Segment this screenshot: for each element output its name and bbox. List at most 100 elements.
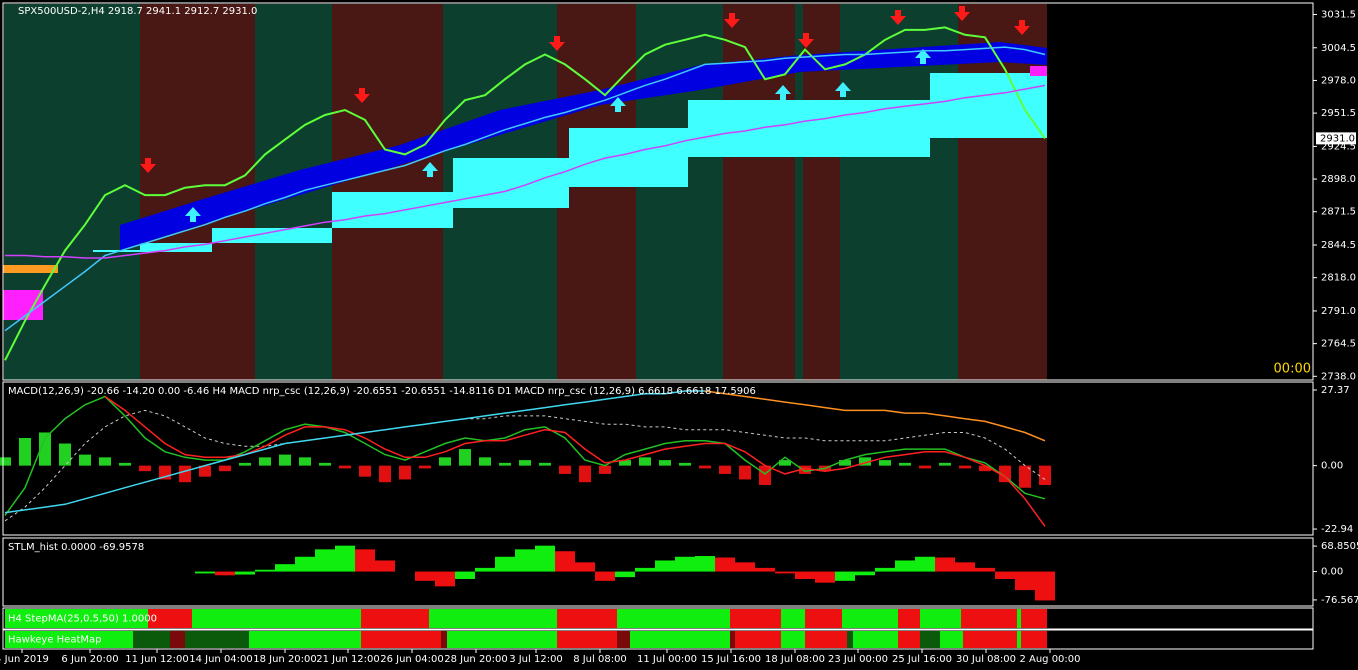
bar [619,460,631,466]
heat-cell [853,631,898,648]
bar [559,465,571,474]
bar [495,556,515,572]
heat-cell [847,631,853,648]
zone [636,4,723,380]
pane-frame [2,629,1314,650]
bar [435,571,455,587]
bar [655,560,675,572]
bar [59,443,71,466]
pane-frame [2,607,1314,630]
heat-cell [133,631,170,648]
bar [615,571,635,578]
y-tick-label: 3004.5 [1321,43,1356,54]
bar [255,569,275,572]
bar [0,457,11,466]
bar [759,465,771,485]
up-arrow [422,162,438,177]
bar [735,562,755,572]
heat-cell [192,609,361,628]
bar [415,571,435,581]
bar [679,462,691,466]
bar [99,457,111,466]
level-box [3,290,43,320]
bar [595,571,615,581]
bar [855,571,875,576]
bar [955,562,975,572]
y-tick-label: -76.5678 [1321,595,1358,606]
bar [139,465,151,472]
bar [895,560,915,572]
bar [119,462,131,466]
x-tick-label: 6 Jun 20:00 [61,654,118,665]
bar [659,460,671,466]
heat-cell [249,631,361,648]
y-tick-label: 2791.0 [1321,306,1356,317]
y-tick-label: -22.94 [1321,524,1353,535]
x-tick-label: 30 Jul 08:00 [956,654,1016,665]
bar [419,465,431,469]
bar [339,465,351,469]
x-tick-label: 11 Jun 12:00 [125,654,189,665]
bar [835,571,855,581]
heat-cell [730,631,735,648]
y-tick-label: 2924.5 [1321,141,1356,152]
y-tick-label: 27.37 [1321,385,1350,396]
down-arrow [890,10,906,25]
bar [775,571,795,574]
heat-cell [617,631,630,648]
bar [699,465,711,469]
bar [919,465,931,469]
up-arrow [775,85,791,100]
bar [879,460,891,466]
x-tick-label: 8 Jul 08:00 [573,654,627,665]
bar [299,457,311,466]
bar [979,465,991,472]
x-tick-label: 21 Jun 12:00 [316,654,380,665]
heat-cell [441,631,447,648]
bar [359,465,371,477]
bar [235,571,255,575]
down-arrow [140,158,156,173]
bar [975,567,995,572]
bar [599,465,611,474]
macd-title: MACD(12,26,9) -20.66 -14.20 0.00 -6.46 H… [8,386,756,397]
bar [279,454,291,466]
bar [39,432,51,466]
heat-cell [735,631,781,648]
y-tick-label: 0.00 [1321,567,1343,578]
heat-cell [730,609,781,628]
bar [335,545,355,572]
heat-cell [429,609,557,628]
bar [915,556,935,572]
bar [1035,571,1055,601]
bar [675,556,695,572]
bar [215,571,235,576]
y-tick-label: 68.8505 [1321,541,1358,552]
heat-cell [5,631,133,648]
heat-cell [961,609,1017,628]
heat-cell [963,631,1017,648]
bar [179,465,191,483]
row-label: H4 StepMA(25,0.5,50) 1.0000 [8,614,157,625]
up-arrow [915,49,931,64]
up-arrow [835,82,851,97]
bar [515,549,535,572]
bar [899,462,911,466]
y-tick-label: 2764.5 [1321,339,1356,350]
heat-cell [898,631,920,648]
heat-cell [920,631,940,648]
level-box [3,265,58,273]
bar [859,457,871,466]
bar [259,457,271,466]
heat-cell [781,631,805,648]
plot: 3031.5 3004.5 2978.0 2951.5 2924.5 2898.0 2871… [0,9,1358,665]
heat-cell [557,631,617,648]
heat-cell [148,609,192,628]
heat-cell [1017,609,1021,628]
bar [199,465,211,477]
y-tick-label: 3031.5 [1321,9,1356,20]
heat-cell [170,631,185,648]
pane-frame [2,2,1314,381]
down-arrow [354,88,370,103]
bar [875,567,895,572]
